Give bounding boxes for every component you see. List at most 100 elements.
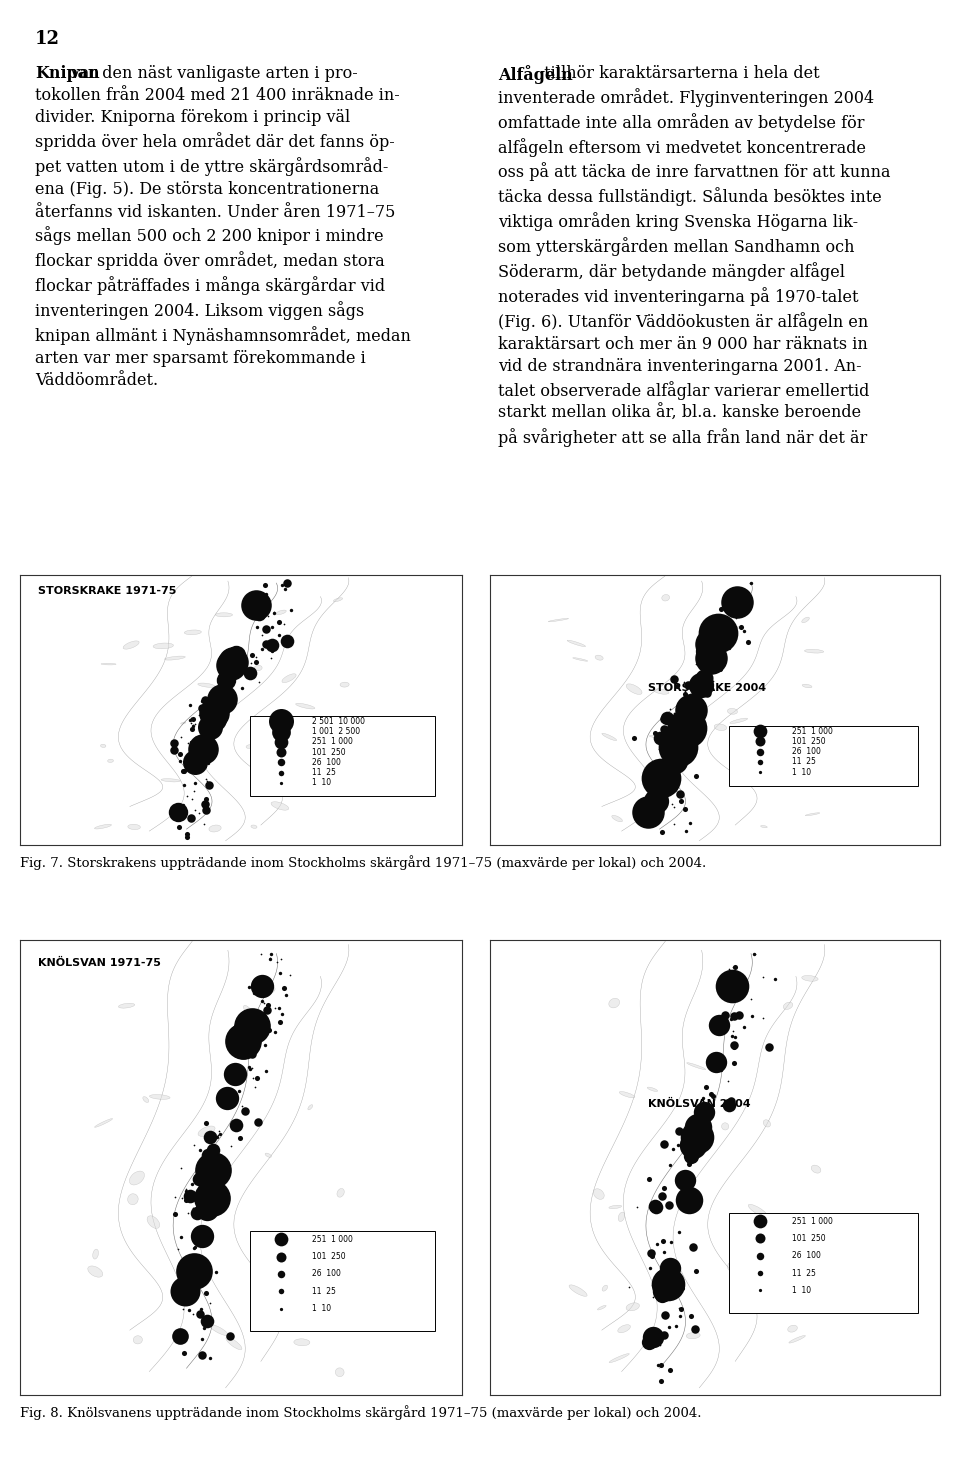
Ellipse shape (802, 976, 818, 982)
Point (242, 661, 257, 684)
Point (15, 1382, 31, 1405)
Point (644, 806, 660, 829)
Ellipse shape (626, 684, 642, 695)
Ellipse shape (804, 649, 824, 653)
Ellipse shape (265, 1154, 272, 1157)
Point (667, 813, 683, 837)
Point (244, 1043, 259, 1066)
Point (715, 646, 731, 669)
Point (185, 1197, 201, 1220)
Point (740, 629, 756, 653)
Point (168, 1203, 183, 1226)
Point (183, 711, 199, 735)
Text: KNÖLSVAN 1971-75: KNÖLSVAN 1971-75 (37, 958, 160, 969)
Ellipse shape (244, 1006, 253, 1017)
Point (251, 671, 266, 695)
Point (674, 1277, 689, 1300)
Point (711, 1013, 727, 1037)
Point (727, 1004, 742, 1028)
Point (222, 1324, 237, 1348)
Point (690, 703, 706, 727)
Point (654, 1354, 669, 1377)
Point (241, 1056, 256, 1080)
Text: 101  250: 101 250 (791, 1234, 826, 1243)
Point (661, 1315, 677, 1339)
Point (247, 603, 262, 626)
Point (254, 637, 270, 661)
Point (15, 1382, 31, 1405)
Point (188, 751, 204, 775)
Ellipse shape (335, 1368, 344, 1377)
Ellipse shape (101, 663, 116, 665)
Ellipse shape (209, 825, 221, 832)
Point (257, 1007, 273, 1031)
Point (660, 706, 675, 730)
Point (717, 1003, 732, 1026)
Point (267, 1020, 282, 1044)
Ellipse shape (93, 1248, 99, 1259)
Point (276, 578, 292, 601)
Ellipse shape (548, 619, 568, 622)
Point (264, 615, 279, 638)
Ellipse shape (118, 1003, 134, 1009)
Point (722, 957, 737, 980)
Point (234, 649, 250, 672)
Point (179, 1179, 194, 1203)
Point (761, 1035, 777, 1059)
Point (660, 764, 676, 788)
Point (729, 973, 744, 997)
Point (671, 1220, 686, 1244)
Point (733, 615, 749, 638)
Point (702, 1123, 717, 1146)
Point (249, 650, 264, 674)
Ellipse shape (209, 1324, 228, 1336)
Point (264, 632, 279, 656)
Point (185, 1302, 201, 1325)
Point (671, 757, 686, 780)
Point (251, 1111, 266, 1134)
Point (742, 572, 757, 595)
Point (252, 1001, 267, 1025)
Point (228, 643, 244, 666)
Point (485, 1382, 500, 1405)
Point (682, 712, 697, 736)
Point (211, 690, 227, 714)
Point (180, 783, 195, 807)
Point (688, 652, 704, 675)
Point (169, 1328, 184, 1352)
Point (679, 1133, 694, 1157)
Point (202, 773, 217, 797)
Point (681, 1152, 696, 1176)
Ellipse shape (333, 1281, 343, 1291)
Point (684, 1305, 699, 1328)
Point (658, 720, 673, 743)
Point (204, 1186, 220, 1210)
Point (677, 683, 692, 706)
Point (756, 1006, 771, 1029)
Point (278, 983, 294, 1007)
Point (265, 638, 280, 662)
Point (657, 1176, 672, 1200)
Point (187, 798, 203, 822)
Text: 11  25: 11 25 (312, 1287, 336, 1296)
Point (670, 770, 685, 794)
Point (724, 973, 739, 997)
Point (192, 1302, 207, 1325)
Point (653, 766, 668, 789)
Point (215, 687, 230, 711)
Point (669, 763, 684, 786)
Point (173, 749, 188, 773)
Point (684, 1120, 699, 1143)
Point (678, 1167, 693, 1191)
Point (203, 1176, 218, 1200)
Point (244, 594, 259, 618)
Point (706, 1084, 721, 1108)
Ellipse shape (609, 1206, 622, 1208)
Ellipse shape (246, 745, 253, 748)
Point (485, 832, 500, 856)
Text: STORSKRAKE 1971-75: STORSKRAKE 1971-75 (37, 586, 176, 595)
Point (228, 1112, 244, 1136)
Point (244, 1056, 259, 1080)
Point (235, 1029, 251, 1053)
Point (732, 1003, 747, 1026)
